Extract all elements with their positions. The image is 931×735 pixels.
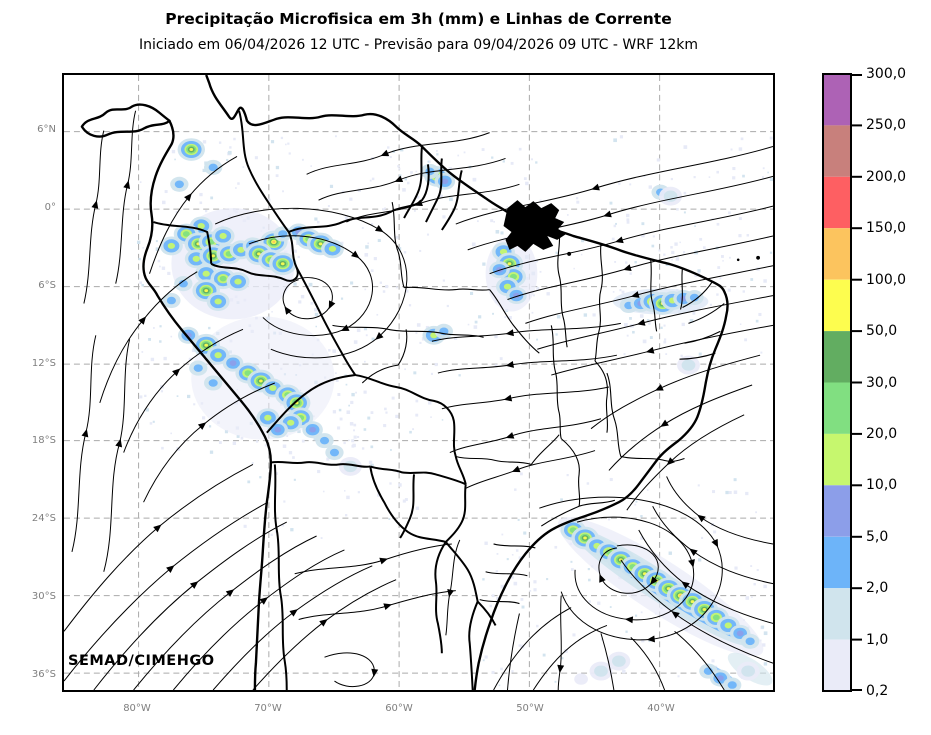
colorbar-tick-label: 20,0 [866,426,898,442]
colorbar-tick-label: 50,0 [866,323,898,339]
lat-label-36s: 36°S [31,669,56,680]
colorbar-tick-label: 150,0 [866,220,907,236]
map-svg [64,75,773,690]
island-dot [567,251,572,256]
lon-label-40w: 40°W [647,703,675,714]
colorbar-ticks [851,74,862,691]
colorbar-tick-label: 100,0 [866,272,907,288]
lat-label-0: 0° [44,202,56,213]
colorbar-tick-label: 10,0 [866,477,898,493]
state-borders [332,202,725,605]
streamlines [64,110,773,690]
colorbar-swatches [823,74,851,691]
colorbar-tick-label: 1,0 [866,632,889,648]
lat-label-30s: 30°S [31,591,56,602]
colorbar-tick-label: 2,0 [866,580,889,596]
lon-label-80w: 80°W [123,703,151,714]
lon-label-60w: 60°W [385,703,413,714]
lon-label-50w: 50°W [516,703,544,714]
colorbar-tick-label: 200,0 [866,169,907,185]
island-dot [756,255,760,260]
watermark: SEMAD/CIMEHGO [68,653,215,669]
lat-label-12s: 12°S [31,358,56,369]
page-title: Precipitação Microfisica em 3h (mm) e Li… [165,10,672,28]
lat-label-24s: 24°S [31,513,56,524]
colorbar-tick-label: 300,0 [866,66,907,82]
lat-label-6n: 6°N [37,124,56,135]
lat-label-6s: 6°S [38,280,56,291]
coastline [80,75,760,690]
colorbar-tick-label: 30,0 [866,375,898,391]
country-borders [153,110,497,690]
lat-label-18s: 18°S [31,435,56,446]
lon-label-70w: 70°W [254,703,282,714]
colorbar-tick-label: 5,0 [866,529,889,545]
map-canvas [62,73,775,692]
colorbar-svg [822,73,862,692]
page-subtitle: Iniciado em 06/04/2026 12 UTC - Previsão… [138,37,699,53]
colorbar-tick-label: 250,0 [866,117,907,133]
amazon-delta [503,200,567,252]
island-dot [736,258,740,262]
colorbar-tick-label: 0,2 [866,683,889,699]
colorbar: 300,0 250,0 200,0 150,0 100,0 50,0 30,0 … [822,66,931,699]
